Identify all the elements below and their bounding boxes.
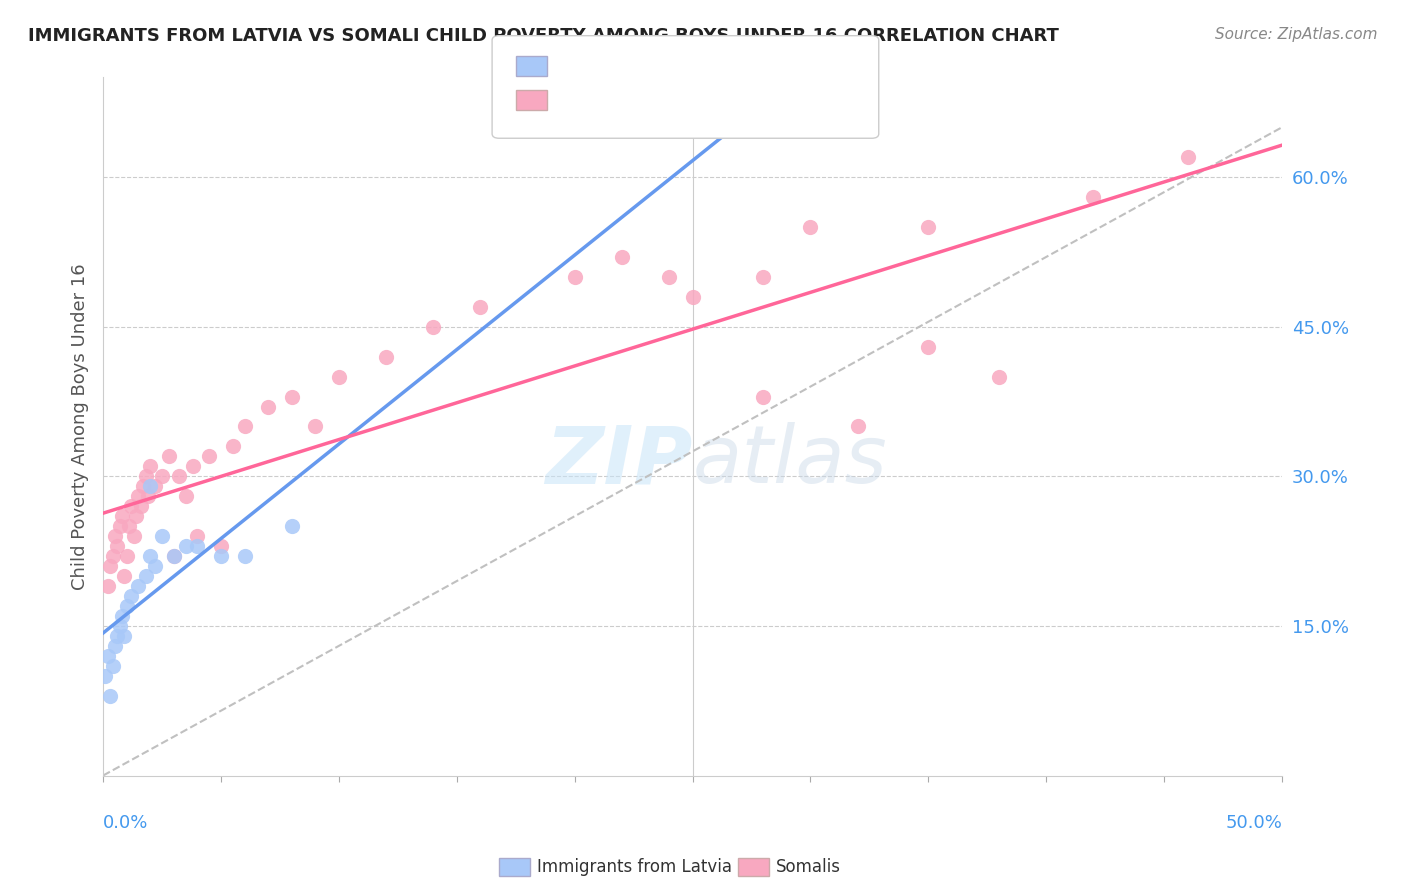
Point — [846, 419, 869, 434]
Point — [988, 369, 1011, 384]
Text: R =: R = — [555, 89, 592, 107]
Text: Source: ZipAtlas.com: Source: ZipAtlas.com — [1215, 27, 1378, 42]
Point — [174, 489, 197, 503]
Point — [328, 369, 350, 384]
Point — [186, 539, 208, 553]
Point — [129, 500, 152, 514]
Point — [752, 390, 775, 404]
Point — [112, 569, 135, 583]
Point — [209, 539, 232, 553]
Point — [101, 549, 124, 563]
Point — [163, 549, 186, 563]
Point — [143, 479, 166, 493]
Point — [111, 509, 134, 524]
Point — [799, 220, 821, 235]
Point — [422, 319, 444, 334]
Point — [111, 609, 134, 624]
Point — [94, 669, 117, 683]
Point — [97, 579, 120, 593]
Point — [150, 529, 173, 543]
Point — [108, 519, 131, 533]
Point — [917, 340, 939, 354]
Point — [105, 539, 128, 553]
Text: Somalis: Somalis — [776, 858, 841, 876]
Point — [108, 619, 131, 633]
Text: R =: R = — [555, 56, 592, 74]
Point — [105, 629, 128, 643]
Point — [233, 549, 256, 563]
Point — [122, 529, 145, 543]
Text: 0.0%: 0.0% — [103, 814, 149, 832]
Point — [132, 479, 155, 493]
Point — [139, 479, 162, 493]
Point — [139, 459, 162, 474]
Text: Immigrants from Latvia: Immigrants from Latvia — [537, 858, 733, 876]
Point — [564, 269, 586, 284]
Point — [135, 569, 157, 583]
Text: IMMIGRANTS FROM LATVIA VS SOMALI CHILD POVERTY AMONG BOYS UNDER 16 CORRELATION C: IMMIGRANTS FROM LATVIA VS SOMALI CHILD P… — [28, 27, 1059, 45]
Point — [150, 469, 173, 483]
Point — [752, 269, 775, 284]
Text: 51: 51 — [675, 89, 697, 107]
Point — [120, 500, 142, 514]
Text: 50.0%: 50.0% — [1225, 814, 1282, 832]
Point — [163, 549, 186, 563]
Point — [174, 539, 197, 553]
Text: 0.713: 0.713 — [583, 89, 636, 107]
Point — [280, 519, 302, 533]
Point — [233, 419, 256, 434]
Point — [120, 589, 142, 603]
Point — [112, 629, 135, 643]
Point — [115, 599, 138, 613]
Point — [304, 419, 326, 434]
Text: 23: 23 — [675, 56, 699, 74]
Text: atlas: atlas — [693, 423, 887, 500]
Point — [97, 648, 120, 663]
Text: N =: N = — [647, 56, 683, 74]
Point — [135, 469, 157, 483]
Point — [98, 559, 121, 574]
Point — [658, 269, 681, 284]
Y-axis label: Child Poverty Among Boys Under 16: Child Poverty Among Boys Under 16 — [72, 263, 89, 590]
Point — [136, 489, 159, 503]
Point — [98, 689, 121, 703]
Point — [280, 390, 302, 404]
Point — [118, 519, 141, 533]
Point — [167, 469, 190, 483]
Point — [1177, 150, 1199, 164]
Point — [125, 509, 148, 524]
Point — [104, 639, 127, 653]
Point — [181, 459, 204, 474]
Point — [682, 290, 704, 304]
Point — [186, 529, 208, 543]
Point — [1083, 190, 1105, 204]
Point — [101, 658, 124, 673]
Text: N =: N = — [647, 89, 683, 107]
Point — [128, 579, 150, 593]
Point — [375, 350, 398, 364]
Point — [198, 450, 221, 464]
Point — [257, 400, 280, 414]
Point — [139, 549, 162, 563]
Point — [222, 439, 245, 453]
Point — [104, 529, 127, 543]
Point — [209, 549, 232, 563]
Point — [610, 250, 633, 264]
Point — [128, 489, 150, 503]
Text: ZIP: ZIP — [546, 423, 693, 500]
Point — [115, 549, 138, 563]
Point — [470, 300, 492, 314]
Point — [143, 559, 166, 574]
Point — [157, 450, 180, 464]
Text: 0.347: 0.347 — [583, 56, 637, 74]
Point — [917, 220, 939, 235]
